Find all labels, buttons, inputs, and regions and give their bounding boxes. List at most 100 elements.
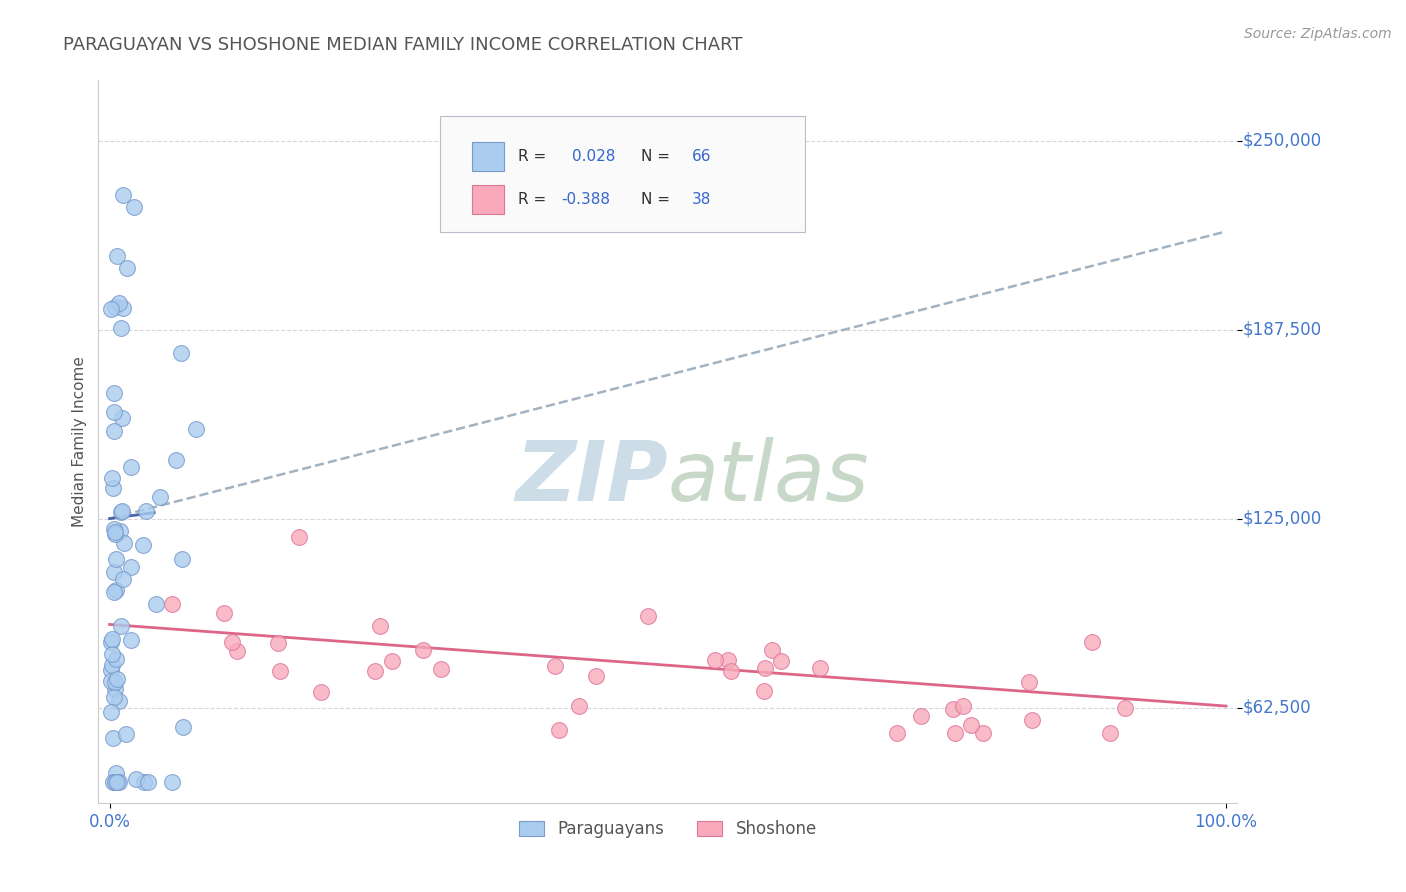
Point — [103, 566, 125, 580]
Point — [942, 702, 965, 716]
Point — [103, 386, 125, 401]
Point — [808, 661, 831, 675]
Point — [754, 661, 776, 675]
Point — [111, 410, 134, 425]
Text: 38: 38 — [692, 192, 711, 207]
Text: ZIP: ZIP — [515, 437, 668, 518]
Point — [136, 774, 159, 789]
Y-axis label: Median Family Income: Median Family Income — [72, 356, 87, 527]
Point — [269, 664, 291, 678]
Text: N =: N = — [641, 192, 675, 207]
Point — [717, 652, 740, 666]
Point — [544, 659, 567, 673]
Point — [1099, 726, 1122, 740]
Text: Source: ZipAtlas.com: Source: ZipAtlas.com — [1244, 27, 1392, 41]
Point — [145, 597, 167, 611]
Point — [111, 188, 134, 202]
Point — [100, 663, 122, 677]
Text: $187,500: $187,500 — [1243, 321, 1322, 339]
Text: $250,000: $250,000 — [1243, 132, 1322, 150]
Point — [104, 651, 127, 665]
Text: R =: R = — [517, 149, 551, 163]
Text: $62,500: $62,500 — [1243, 698, 1312, 716]
Point — [100, 635, 122, 649]
Point — [104, 524, 127, 539]
Point — [108, 694, 131, 708]
Point — [952, 699, 974, 714]
Point — [115, 727, 138, 741]
Point — [1081, 634, 1104, 648]
Point — [105, 766, 128, 780]
Point — [170, 345, 193, 359]
Point — [430, 662, 453, 676]
Point — [101, 632, 124, 647]
Point — [110, 619, 132, 633]
Text: R =: R = — [517, 192, 551, 207]
Point — [309, 685, 332, 699]
Point — [412, 643, 434, 657]
FancyBboxPatch shape — [472, 185, 503, 214]
Point — [105, 673, 128, 687]
FancyBboxPatch shape — [472, 142, 503, 170]
Point — [105, 774, 128, 789]
Point — [101, 731, 124, 745]
Point — [100, 302, 122, 317]
Point — [364, 664, 387, 678]
Point — [103, 405, 125, 419]
Point — [132, 538, 155, 552]
Point — [111, 572, 134, 586]
Point — [107, 296, 129, 310]
Legend: Paraguayans, Shoshone: Paraguayans, Shoshone — [512, 814, 824, 845]
Point — [770, 654, 793, 668]
Point — [585, 669, 607, 683]
Text: PARAGUAYAN VS SHOSHONE MEDIAN FAMILY INCOME CORRELATION CHART: PARAGUAYAN VS SHOSHONE MEDIAN FAMILY INC… — [63, 36, 742, 54]
Point — [120, 632, 142, 647]
Point — [368, 619, 391, 633]
Point — [1021, 713, 1043, 727]
Point — [103, 522, 125, 536]
Point — [135, 504, 157, 518]
Point — [103, 774, 125, 789]
Point — [122, 200, 145, 214]
Point — [1114, 701, 1136, 715]
Point — [105, 774, 128, 789]
Point — [943, 726, 966, 740]
Point — [104, 774, 127, 789]
Point — [221, 635, 243, 649]
Point — [111, 504, 134, 518]
Point — [101, 481, 124, 495]
Point — [288, 530, 311, 544]
Point — [752, 684, 775, 698]
Point — [910, 709, 932, 723]
Point — [960, 718, 983, 732]
Point — [568, 699, 591, 714]
Point — [170, 552, 193, 566]
Point — [104, 583, 127, 598]
Point — [104, 300, 127, 314]
Point — [761, 643, 783, 657]
Point — [132, 774, 155, 789]
Point — [101, 471, 124, 485]
Point — [704, 653, 727, 667]
Point — [104, 526, 127, 541]
Text: -0.388: -0.388 — [561, 192, 610, 207]
Point — [110, 505, 132, 519]
Text: $125,000: $125,000 — [1243, 509, 1322, 528]
Point — [149, 490, 172, 504]
Point — [103, 584, 125, 599]
Point — [104, 774, 127, 789]
Text: 66: 66 — [692, 149, 711, 163]
Point — [105, 552, 128, 566]
FancyBboxPatch shape — [440, 116, 804, 232]
Point — [547, 723, 569, 738]
Text: N =: N = — [641, 149, 675, 163]
Text: atlas: atlas — [668, 437, 869, 518]
Point — [160, 597, 183, 611]
Point — [110, 321, 132, 335]
Point — [112, 536, 135, 550]
Point — [381, 654, 404, 668]
Point — [165, 453, 187, 467]
Point — [162, 774, 184, 789]
Point — [120, 459, 142, 474]
Point — [120, 559, 142, 574]
